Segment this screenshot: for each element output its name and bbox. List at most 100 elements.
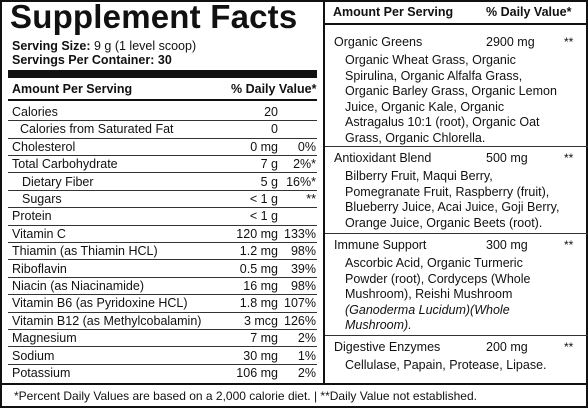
row-divider xyxy=(8,137,317,139)
ingredient-line: Ascorbic Acid, Organic Turmeric xyxy=(345,256,523,270)
footnote: *Percent Daily Values are based on a 2,0… xyxy=(14,389,477,403)
ingredient-line: Orange Juice, Organic Beets (root). xyxy=(345,215,543,230)
row-divider xyxy=(8,155,317,156)
nutrient-daily-value: 2% xyxy=(297,331,316,346)
ingredient-line: Powder (root), Cordyceps (Whole xyxy=(345,271,531,286)
right-amount-header: Amount Per Serving xyxy=(333,5,454,19)
serving-size-line: Serving Size: 9 g (1 level scoop) xyxy=(12,39,196,53)
row-divider xyxy=(8,224,317,226)
nutrient-name: Thiamin (as Thiamin HCL) xyxy=(12,244,158,259)
blend-ingredients: Organic Wheat Grass, Organic Spirulina, O… xyxy=(345,53,570,146)
nutrient-amount: 0 xyxy=(271,122,278,137)
serving-size-value: 9 g (1 level scoop) xyxy=(93,39,197,53)
ingredient-line: Astragalus 10:1 (root), Organic Oat xyxy=(345,115,540,129)
nutrient-name: Vitamin C xyxy=(12,226,66,241)
blend-amount: 300 mg xyxy=(486,238,528,252)
row-divider xyxy=(8,189,317,191)
ingredient-line: Grass, Organic Chlorella. xyxy=(345,130,486,145)
ingredient-line: Bilberry Fruit, Maqui Berry, xyxy=(345,169,493,183)
row-divider xyxy=(8,172,317,174)
row-divider xyxy=(8,294,317,296)
row-divider xyxy=(8,311,317,313)
thick-divider-bar xyxy=(8,70,317,78)
row-divider xyxy=(8,242,317,243)
nutrient-name: Magnesium xyxy=(12,331,77,346)
blend-name: Immune Support xyxy=(334,238,427,252)
nutrient-name: Dietary Fiber xyxy=(22,174,94,189)
row-divider xyxy=(8,276,317,278)
servings-label: Servings Per Container: xyxy=(12,53,155,67)
blend-daily-value: ** xyxy=(564,151,574,165)
ingredient-line: Pomegranate Fruit, Raspberry (fruit), xyxy=(345,184,550,199)
row-divider xyxy=(8,120,317,122)
ingredient-line: Cellulase, Papain, Protease, Lipase. xyxy=(345,358,547,372)
blend-ingredients: Ascorbic Acid, Organic Turmeric Powder (r… xyxy=(345,256,570,334)
nutrient-amount: 106 mg xyxy=(236,366,278,380)
nutrient-amount: 7 mg xyxy=(250,331,278,346)
nutrient-daily-value: 107% xyxy=(284,296,316,311)
nutrient-name: Total Carbohydrate xyxy=(12,157,118,172)
blend-ingredients: Cellulase, Papain, Protease, Lipase. xyxy=(345,358,570,374)
nutrient-daily-value: 98% xyxy=(290,279,316,293)
left-dv-header: % Daily Value* xyxy=(231,82,317,96)
nutrient-name: Sodium xyxy=(12,348,55,363)
right-dv-header: % Daily Value* xyxy=(486,5,572,19)
nutrient-name: Vitamin B6 (as Pyridoxine HCL) xyxy=(12,296,188,311)
row-divider xyxy=(8,259,317,261)
servings-value: 30 xyxy=(157,53,172,67)
nutrient-amount: 0 mg xyxy=(250,139,278,154)
nutrient-daily-value: 1% xyxy=(297,348,316,363)
row-divider xyxy=(8,329,317,330)
ingredient-line: Organic Wheat Grass, Organic xyxy=(345,53,516,67)
nutrient-amount: 3 mcg xyxy=(243,313,278,328)
panel-title: Supplement Facts xyxy=(10,0,298,35)
blend-amount: 500 mg xyxy=(486,151,528,165)
nutrient-name: Sugars xyxy=(22,192,62,206)
ingredient-line: Spirulina, Organic Alfalfa Grass, xyxy=(345,68,523,83)
blend-daily-value: ** xyxy=(564,35,574,49)
nutrient-daily-value: ** xyxy=(306,192,316,206)
nutrient-name: Niacin (as Niacinamide) xyxy=(12,279,144,293)
nutrient-daily-value: 2%* xyxy=(293,157,316,172)
nutrient-amount: < 1 g xyxy=(249,209,278,224)
ingredient-line: Mushroom), Reishi Mushroom xyxy=(345,287,513,301)
ingredient-line: Juice, Organic Kale, Organic xyxy=(345,99,505,114)
nutrient-amount: < 1 g xyxy=(249,192,278,206)
column-divider xyxy=(323,2,325,383)
ingredient-line-italic: (Ganoderma Lucidum)(Whole xyxy=(345,302,510,317)
nutrient-name: Riboflavin xyxy=(12,261,67,276)
nutrient-name: Cholesterol xyxy=(12,139,76,154)
nutrient-name: Vitamin B12 (as Methylcobalamin) xyxy=(12,313,202,328)
nutrient-name: Protein xyxy=(12,209,52,224)
nutrient-amount: 7 g xyxy=(260,157,278,172)
row-divider xyxy=(8,363,317,365)
right-header-rule xyxy=(325,23,588,25)
blend-daily-value: ** xyxy=(564,238,574,252)
blend-daily-value: ** xyxy=(564,340,574,354)
nutrient-amount: 1.8 mg xyxy=(239,296,278,311)
blend-amount: 2900 mg xyxy=(486,35,535,49)
blend-name: Organic Greens xyxy=(334,35,423,49)
nutrient-daily-value: 98% xyxy=(290,244,316,259)
ingredient-line-italic: Mushroom). xyxy=(345,318,412,332)
nutrient-amount: 1.2 mg xyxy=(239,244,278,259)
nutrient-daily-value: 126% xyxy=(284,313,316,328)
nutrient-amount: 20 xyxy=(264,105,278,119)
nutrient-daily-value: 39% xyxy=(290,261,316,276)
blend-name: Antioxidant Blend xyxy=(334,151,432,165)
blend-divider xyxy=(325,146,588,147)
nutrient-daily-value: 133% xyxy=(284,226,316,241)
blend-ingredients: Bilberry Fruit, Maqui Berry, Pomegranate … xyxy=(345,169,570,231)
nutrient-amount: 5 g xyxy=(260,174,278,189)
header-rule xyxy=(8,99,317,101)
left-amount-header: Amount Per Serving xyxy=(12,82,133,96)
blend-amount: 200 mg xyxy=(486,340,528,354)
nutrient-amount: 120 mg xyxy=(236,226,278,241)
blend-divider xyxy=(325,335,588,336)
blend-name: Digestive Enzymes xyxy=(334,340,441,354)
nutrient-name: Calories xyxy=(12,105,58,119)
nutrient-daily-value: 0% xyxy=(297,139,316,154)
servings-per-container-line: Servings Per Container: 30 xyxy=(12,53,172,67)
nutrient-name: Potassium xyxy=(12,366,71,380)
